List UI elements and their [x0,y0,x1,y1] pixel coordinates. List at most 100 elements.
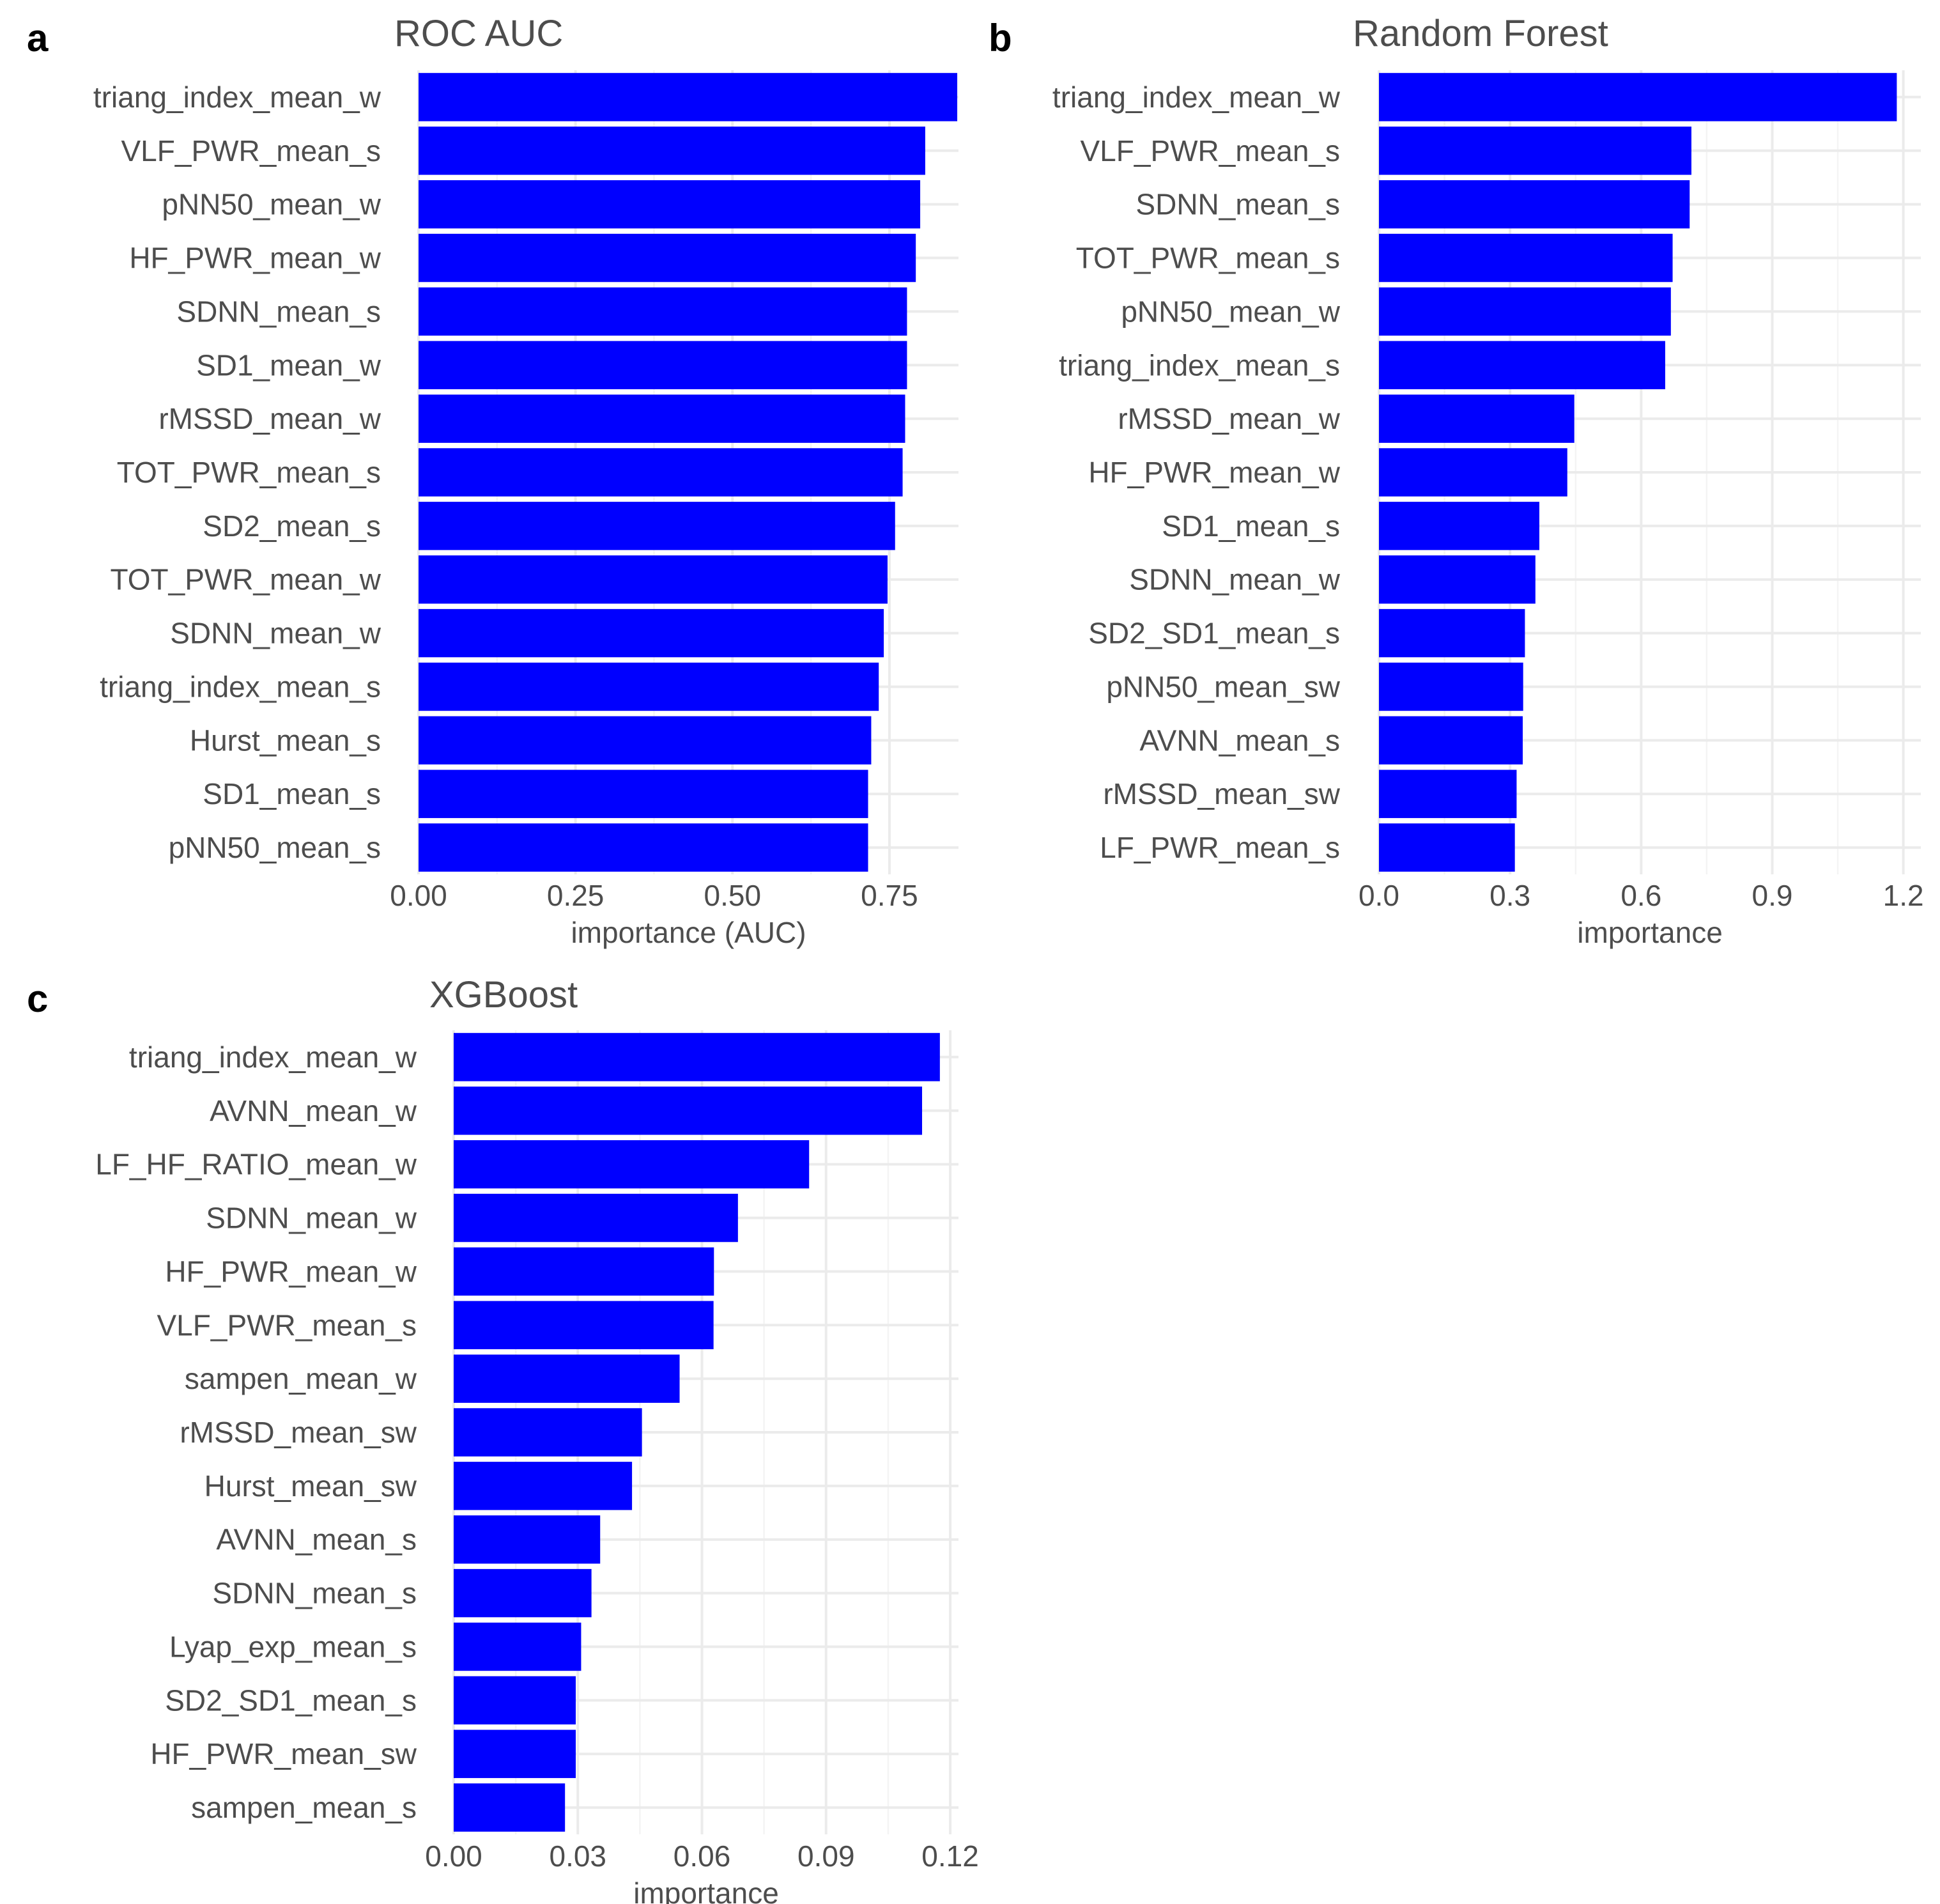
x-axis-title: importance [633,1877,779,1904]
category-label: sampen_mean_w [185,1362,417,1395]
category-label: HF_PWR_mean_w [165,1255,417,1288]
category-label: SDNN_mean_s [1136,188,1340,221]
x-tick-label: 0.3 [1490,879,1530,912]
category-label: triang_index_mean_w [1052,81,1341,114]
bar [419,73,958,121]
category-label: pNN50_mean_w [1121,295,1340,328]
category-label: VLF_PWR_mean_s [121,134,381,167]
category-label: SDNN_mean_s [176,295,381,328]
category-label: SD2_mean_s [203,509,381,543]
bar [454,1676,576,1725]
x-tick-label: 0.25 [547,879,604,912]
category-label: pNN50_mean_w [162,188,381,221]
category-label: triang_index_mean_w [93,81,381,114]
panel-tag: c [27,977,48,1020]
category-label: SD1_mean_s [1162,509,1340,543]
category-label: TOT_PWR_mean_s [117,456,381,489]
category-label: triang_index_mean_s [100,670,381,703]
bar [419,233,916,283]
bar [419,127,925,175]
bar [454,1622,581,1671]
chart-title: XGBoost [429,974,578,1016]
category-label: rMSSD_mean_sw [1103,777,1340,810]
category-label: SDNN_mean_s [212,1577,417,1610]
category-label: triang_index_mean_s [1059,348,1340,382]
x-tick-label: 1.2 [1883,879,1924,912]
panel-random-forest: triang_index_mean_w VLF_PWR_mean_s SDNN_me… [989,13,1924,949]
panel-roc-auc: triang_index_mean_w VLF_PWR_mean_s pNN50_m… [27,13,958,949]
bar [1379,662,1523,711]
category-label: pNN50_mean_sw [1106,670,1340,703]
x-tick-label: 0.00 [425,1839,482,1873]
bar [454,1568,592,1618]
chart-title: Random Forest [1353,13,1608,54]
category-label: AVNN_mean_w [210,1094,417,1127]
bar [454,1408,642,1457]
bar [454,1140,810,1189]
panel-tag: b [989,17,1012,59]
category-label: VLF_PWR_mean_s [1081,134,1341,167]
bar [419,662,879,711]
category-label: rMSSD_mean_w [158,402,381,435]
x-tick-label: 0.50 [704,879,762,912]
bar [1379,502,1539,550]
category-label: Hurst_mean_s [190,724,381,757]
bar [1379,770,1517,818]
bar [419,341,907,390]
category-label: SDNN_mean_w [1129,563,1341,596]
panel-tag: a [27,17,49,59]
x-tick-label: 0.6 [1621,879,1661,912]
x-axis-title: importance [1577,916,1723,949]
bar [419,180,921,229]
bar [419,823,868,872]
bar [454,1247,714,1296]
x-tick-label: 0.03 [549,1839,606,1873]
bar [454,1354,680,1403]
x-tick-label: 0.12 [921,1839,979,1873]
bar [1379,716,1523,765]
x-axis-title: importance (AUC) [571,916,806,949]
category-label: Lyap_exp_mean_s [169,1630,417,1663]
chart-title: ROC AUC [394,13,563,54]
bar [454,1515,601,1564]
category-label: SDNN_mean_w [206,1202,417,1235]
bar [1379,555,1536,604]
x-tick-label: 0.00 [390,879,447,912]
bar [454,1730,576,1778]
category-label: SD2_SD1_mean_s [165,1683,417,1717]
x-tick-label: 0.75 [861,879,918,912]
category-label: TOT_PWR_mean_s [1076,242,1340,275]
bar [454,1301,714,1350]
x-tick-label: 0.06 [674,1839,731,1873]
category-label: SDNN_mean_w [170,617,381,650]
category-label: HF_PWR_mean_sw [150,1737,417,1770]
category-label: LF_PWR_mean_s [1100,831,1340,864]
bar [454,1193,738,1242]
category-label: AVNN_mean_s [1139,724,1340,757]
x-tick-label: 0.9 [1752,879,1793,912]
category-label: rMSSD_mean_w [1118,402,1340,435]
bar [1379,127,1691,175]
bar [419,394,905,443]
category-label: VLF_PWR_mean_s [157,1308,417,1342]
category-label: HF_PWR_mean_w [1088,456,1340,489]
bar [419,608,884,658]
bar [454,1783,566,1832]
category-label: LF_HF_RATIO_mean_w [95,1148,417,1181]
x-tick-label: 0.0 [1359,879,1399,912]
bar [454,1087,923,1135]
category-label: Hurst_mean_sw [204,1469,417,1503]
bar [419,287,907,336]
bar [1379,608,1525,658]
category-label: sampen_mean_s [191,1791,417,1824]
bar [454,1462,633,1510]
category-label: SD2_SD1_mean_s [1088,617,1340,650]
category-label: TOT_PWR_mean_w [110,563,381,596]
category-label: triang_index_mean_w [129,1041,417,1074]
bar [1379,823,1515,872]
bar [419,502,895,550]
bar [419,448,903,497]
category-label: SD1_mean_s [203,777,381,810]
bar [1379,180,1690,229]
